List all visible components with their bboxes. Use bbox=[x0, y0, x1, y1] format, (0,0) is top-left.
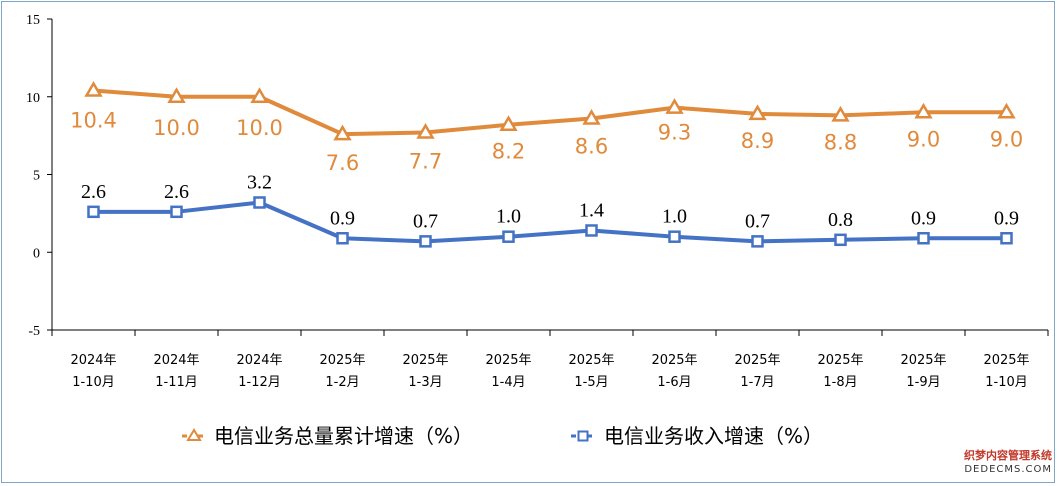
x-tick-label-year: 2025年 bbox=[651, 353, 697, 368]
data-label: 8.2 bbox=[492, 140, 525, 164]
x-tick-label-year: 2025年 bbox=[817, 353, 863, 368]
x-tick-label-period: 1-10月 bbox=[72, 375, 115, 390]
y-tick-label: 0 bbox=[33, 246, 40, 261]
data-label: 2.6 bbox=[164, 181, 189, 203]
data-point-square bbox=[502, 230, 515, 243]
data-point-triangle bbox=[250, 87, 269, 103]
data-label: 7.6 bbox=[326, 151, 359, 175]
data-point-triangle bbox=[167, 87, 186, 103]
x-tick-label-year: 2025年 bbox=[402, 353, 448, 368]
series-line-2 bbox=[93, 200, 1007, 244]
data-label: 7.7 bbox=[409, 150, 442, 174]
data-label: 0.9 bbox=[911, 207, 936, 229]
x-tick-label-period: 1-9月 bbox=[906, 375, 940, 390]
data-point-triangle bbox=[665, 98, 684, 114]
data-point-square bbox=[668, 230, 681, 243]
data-label: 10.4 bbox=[70, 109, 117, 133]
data-point-triangle bbox=[914, 102, 933, 119]
x-tick-label-period: 1-5月 bbox=[574, 375, 608, 390]
data-label: 0.8 bbox=[828, 209, 853, 231]
data-point-triangle bbox=[831, 105, 850, 122]
y-tick-label: 15 bbox=[26, 13, 40, 28]
data-label: 3.2 bbox=[247, 171, 272, 193]
x-tick-label-year: 2025年 bbox=[734, 353, 780, 368]
data-point-square bbox=[834, 233, 847, 247]
x-tick-label-year: 2025年 bbox=[983, 353, 1029, 368]
x-tick-label-period: 1-4月 bbox=[491, 375, 525, 390]
data-point-triangle bbox=[748, 104, 767, 121]
data-point-triangle bbox=[333, 124, 352, 141]
data-point-triangle bbox=[582, 109, 601, 125]
data-label: 1.0 bbox=[496, 206, 521, 228]
data-label: 9.3 bbox=[658, 121, 691, 145]
x-tick-label-year: 2024年 bbox=[70, 353, 116, 368]
data-label: 0.9 bbox=[330, 207, 355, 229]
data-point-square bbox=[253, 196, 266, 209]
data-point-square bbox=[917, 232, 930, 245]
data-point-square bbox=[751, 235, 764, 248]
x-tick-label-period: 1-11月 bbox=[155, 375, 198, 390]
data-label: 10.0 bbox=[236, 116, 283, 140]
data-label: 0.7 bbox=[745, 210, 770, 232]
x-tick-label-period: 1-2月 bbox=[325, 375, 359, 390]
data-label: 8.9 bbox=[741, 129, 774, 153]
y-tick-label: 5 bbox=[33, 169, 40, 184]
x-tick-label-period: 1-6月 bbox=[657, 375, 691, 390]
data-point-square bbox=[585, 224, 598, 237]
data-label: 10.0 bbox=[153, 116, 200, 140]
data-label: 2.6 bbox=[81, 181, 106, 203]
data-point-triangle bbox=[997, 102, 1016, 119]
data-point-square bbox=[170, 205, 183, 219]
y-tick-label: 10 bbox=[26, 91, 40, 106]
series-line-1 bbox=[93, 88, 1007, 137]
data-label: 0.9 bbox=[994, 207, 1019, 229]
legend-label-1: 电信业务总量累计增速（%） bbox=[214, 424, 473, 448]
watermark-title: 织梦内容管理系统 bbox=[964, 449, 1052, 462]
watermark-url: DEDECMS.COM bbox=[964, 464, 1052, 475]
data-label: 8.8 bbox=[824, 130, 857, 154]
data-point-triangle bbox=[499, 115, 518, 131]
x-tick-label-year: 2025年 bbox=[319, 353, 365, 368]
data-point-square bbox=[419, 235, 432, 248]
legend-marker-triangle bbox=[186, 428, 202, 441]
data-label: 9.0 bbox=[990, 127, 1023, 151]
x-tick-label-period: 1-8月 bbox=[823, 375, 857, 390]
data-point-square bbox=[1000, 232, 1013, 245]
legend-marker-square bbox=[577, 430, 589, 442]
data-point-triangle bbox=[416, 123, 435, 139]
data-point-triangle bbox=[84, 81, 103, 97]
watermark: 织梦内容管理系统 DEDECMS.COM bbox=[942, 448, 1052, 482]
data-label: 8.6 bbox=[575, 135, 608, 159]
x-tick-label-period: 1-10月 bbox=[985, 375, 1028, 390]
x-tick-label-period: 1-3月 bbox=[408, 375, 442, 390]
x-tick-label-year: 2025年 bbox=[900, 353, 946, 368]
data-label: 1.0 bbox=[662, 206, 687, 228]
legend-label-2: 电信业务收入增速（%） bbox=[604, 424, 823, 448]
x-tick-label-period: 1-7月 bbox=[740, 375, 774, 390]
x-tick-label-year: 2024年 bbox=[153, 353, 199, 368]
data-point-square bbox=[87, 205, 100, 219]
data-label: 0.7 bbox=[413, 210, 438, 232]
data-point-square bbox=[336, 232, 349, 245]
data-label: 9.0 bbox=[907, 127, 940, 151]
x-tick-label-period: 1-12月 bbox=[238, 375, 281, 390]
x-tick-label-year: 2025年 bbox=[568, 353, 614, 368]
x-tick-label-year: 2025年 bbox=[485, 353, 531, 368]
x-tick-label-year: 2024年 bbox=[236, 353, 282, 368]
y-tick-label: -5 bbox=[28, 324, 40, 339]
data-label: 1.4 bbox=[579, 199, 604, 221]
